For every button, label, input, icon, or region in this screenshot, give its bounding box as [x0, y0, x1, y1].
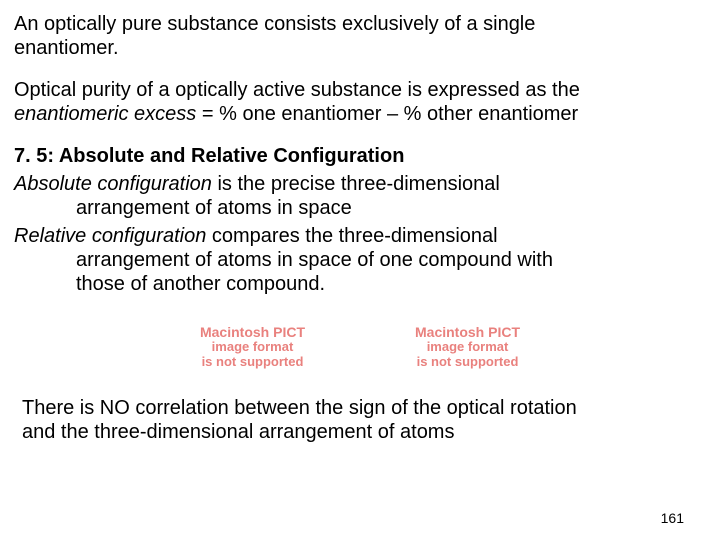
page-number: 161	[661, 510, 684, 526]
pict-line: is not supported	[415, 355, 520, 370]
text-line: arrangement of atoms in space	[14, 196, 706, 220]
pict-line: Macintosh PICT	[415, 324, 520, 340]
pict-placeholder-right: Macintosh PICT image format is not suppo…	[415, 324, 520, 370]
paragraph-optical-purity: Optical purity of a optically active sub…	[14, 78, 706, 126]
definition-absolute: Absolute configuration is the precise th…	[14, 172, 706, 220]
text-line: An optically pure substance consists exc…	[14, 13, 535, 35]
paragraph-optically-pure: An optically pure substance consists exc…	[14, 12, 706, 60]
pict-line: image format	[200, 340, 305, 355]
text-line: = % one enantiomer – % other enantiomer	[196, 103, 578, 125]
pict-line: Macintosh PICT	[200, 324, 305, 340]
text-line: those of another compound.	[14, 272, 706, 296]
section-7-5: 7. 5: Absolute and Relative Configuratio…	[14, 144, 706, 296]
pict-line: image format	[415, 340, 520, 355]
paragraph-no-correlation: There is NO correlation between the sign…	[22, 396, 706, 444]
unsupported-image-row: Macintosh PICT image format is not suppo…	[14, 324, 706, 370]
term-absolute-configuration: Absolute configuration	[14, 173, 212, 195]
text-line: and the three-dimensional arrangement of…	[22, 421, 454, 443]
text-line: is the precise three-dimensional	[212, 173, 500, 195]
term-relative-configuration: Relative configuration	[14, 225, 206, 247]
definition-relative: Relative configuration compares the thre…	[14, 224, 706, 296]
text-line: enantiomer.	[14, 37, 119, 59]
slide-page: An optically pure substance consists exc…	[0, 0, 720, 540]
pict-line: is not supported	[200, 355, 305, 370]
text-line: arrangement of atoms in space of one com…	[14, 248, 706, 272]
text-line: compares the three-dimensional	[206, 225, 497, 247]
text-line: There is NO correlation between the sign…	[22, 397, 577, 419]
section-heading: 7. 5: Absolute and Relative Configuratio…	[14, 144, 706, 168]
term-enantiomeric-excess: enantiomeric excess	[14, 103, 196, 125]
pict-placeholder-left: Macintosh PICT image format is not suppo…	[200, 324, 305, 370]
text-line: Optical purity of a optically active sub…	[14, 79, 580, 101]
